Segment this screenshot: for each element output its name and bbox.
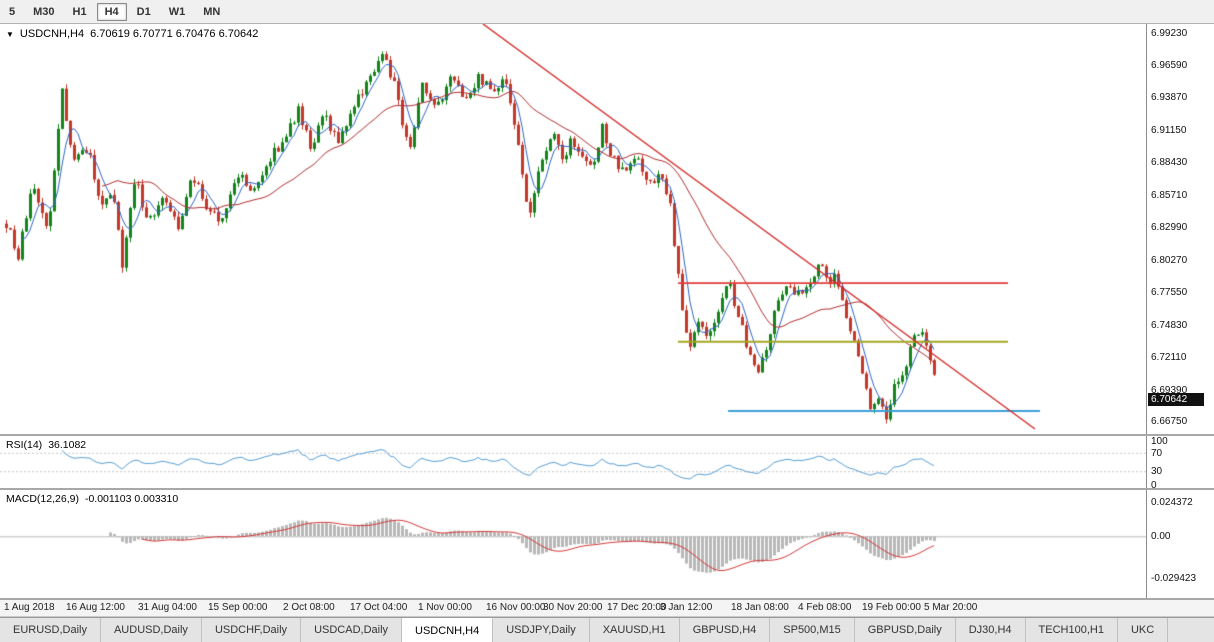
- price-tick-label: 6.93870: [1151, 92, 1188, 104]
- macd-tick-label: -0.029423: [1151, 572, 1197, 584]
- timeframe-button-mn[interactable]: MN: [203, 5, 221, 18]
- price-tick-label: 6.99230: [1151, 27, 1188, 39]
- time-axis-label: 2 Oct 08:00: [283, 602, 335, 613]
- macd-tick-label: 0.00: [1151, 531, 1171, 543]
- timeframe-bar: 5 M30 H1 H4 D1 W1 MN: [0, 0, 1214, 24]
- price-tick-label: 6.80270: [1151, 254, 1188, 266]
- symbol-tab-usdjpy-daily[interactable]: USDJPY,Daily: [493, 618, 590, 642]
- symbol-tab-ukc[interactable]: UKC: [1117, 618, 1169, 642]
- tab-label: TECH100,H1: [1038, 624, 1104, 636]
- tab-label: AUDUSD,Daily: [113, 624, 188, 636]
- symbol-tab-sp500-m15[interactable]: SP500,M15: [770, 618, 855, 642]
- rsi-label: RSI(14): [6, 439, 43, 451]
- chart-symbol-label: USDCNH,H4: [19, 28, 85, 40]
- symbol-tab-usdcnh-h4[interactable]: USDCNH,H4: [402, 618, 494, 642]
- chart-title: ▼ USDCNH,H4 6.70619 6.70771 6.70476 6.70…: [6, 28, 258, 40]
- time-axis-label: 31 Aug 04:00: [138, 602, 197, 613]
- price-tick-label: 6.77550: [1151, 287, 1188, 299]
- panel-splitter[interactable]: [0, 434, 1214, 436]
- tab-label: USDCAD,Daily: [314, 624, 389, 636]
- main-chart-panel: ▼ USDCNH,H4 6.70619 6.70771 6.70476 6.70…: [0, 24, 1214, 434]
- symbol-tab-eurusd-daily[interactable]: EURUSD,Daily: [0, 618, 101, 642]
- tab-label: GBPUSD,H4: [692, 624, 757, 636]
- time-axis-label: 4 Feb 08:00: [798, 602, 852, 613]
- price-tick-label: 6.85710: [1151, 189, 1188, 201]
- tab-label: EURUSD,Daily: [13, 624, 87, 636]
- ohlc-values: 6.70619 6.70771 6.70476 6.70642: [90, 28, 259, 40]
- time-axis-label: 30 Nov 20:00: [543, 602, 603, 613]
- macd-canvas[interactable]: [0, 490, 1146, 598]
- time-axis-label: 16 Aug 12:00: [66, 602, 125, 613]
- timeframe-button-h1[interactable]: H1: [72, 5, 87, 18]
- rsi-canvas[interactable]: [0, 436, 1146, 488]
- macd-label-row: MACD(12,26,9) -0.001103 0.003310: [6, 493, 178, 505]
- symbol-tab-audusd-daily[interactable]: AUDUSD,Daily: [100, 618, 202, 642]
- timeframe-button-h4[interactable]: H4: [96, 2, 127, 21]
- macd-label: MACD(12,26,9): [6, 493, 79, 505]
- tab-label: USDCNH,H4: [415, 624, 480, 637]
- symbol-tab-tech100-h1[interactable]: TECH100,H1: [1025, 618, 1118, 642]
- price-tick-label: 6.72110: [1151, 352, 1187, 364]
- symbol-tab-usdcad-daily[interactable]: USDCAD,Daily: [301, 618, 403, 642]
- symbol-tab-xauusd-h1[interactable]: XAUUSD,H1: [589, 618, 680, 642]
- tab-label: XAUUSD,H1: [602, 624, 666, 636]
- symbol-tab-usdchf-daily[interactable]: USDCHF,Daily: [201, 618, 302, 642]
- time-axis-label: 3 Jan 12:00: [660, 602, 713, 613]
- time-axis-label: 17 Dec 20:00: [607, 602, 667, 613]
- symbol-tab-dj30-h4[interactable]: DJ30,H4: [955, 618, 1026, 642]
- timeframe-button-w1[interactable]: W1: [168, 5, 186, 18]
- panel-splitter[interactable]: [0, 598, 1214, 600]
- price-tick-label: 6.88430: [1151, 157, 1188, 169]
- macd-tick-label: 0.024372: [1151, 497, 1193, 509]
- macd-axis[interactable]: 0.024372 0.00 -0.029423: [1146, 490, 1214, 598]
- price-tick-label: 6.91150: [1151, 124, 1187, 136]
- tab-label: SP500,M15: [783, 624, 841, 636]
- symbol-dropdown-icon[interactable]: ▼: [6, 29, 14, 39]
- tab-label: DJ30,H4: [968, 624, 1012, 636]
- time-axis-label: 17 Oct 04:00: [350, 602, 408, 613]
- current-price-badge: 6.70642: [1148, 392, 1204, 406]
- rsi-tick-label: 100: [1151, 436, 1168, 447]
- rsi-tick-label: 30: [1151, 466, 1163, 478]
- rsi-tick-label: 70: [1151, 447, 1163, 459]
- symbol-tab-bar: EURUSD,Daily AUDUSD,Daily USDCHF,Daily USDC…: [0, 617, 1214, 642]
- rsi-tick-label: 0: [1151, 480, 1157, 491]
- time-axis-label: 16 Nov 00:00: [486, 602, 546, 613]
- tab-label: USDCHF,Daily: [214, 624, 288, 636]
- timeframe-button-m30[interactable]: M30: [33, 5, 55, 18]
- price-tick-label: 6.82990: [1151, 222, 1188, 234]
- price-tick-label: 6.74830: [1151, 319, 1188, 331]
- symbol-tab-gbpusd-daily[interactable]: GBPUSD,Daily: [854, 618, 956, 642]
- main-chart-canvas[interactable]: [0, 24, 1146, 434]
- tab-label: USDJPY,Daily: [506, 624, 576, 636]
- rsi-panel: RSI(14) 36.1082 100 70 30 0: [0, 436, 1214, 491]
- rsi-value: 36.1082: [48, 439, 87, 451]
- tab-label: UKC: [1130, 624, 1155, 636]
- time-axis-label: 5 Mar 20:00: [924, 602, 978, 613]
- price-tick-label: 6.69390: [1151, 384, 1188, 396]
- time-axis-label: 18 Jan 08:00: [731, 602, 789, 613]
- macd-values: -0.001103 0.003310: [84, 493, 179, 505]
- price-axis[interactable]: 6.99230 6.96590 6.93870 6.91150 6.88430 6.857…: [1146, 24, 1214, 434]
- panel-splitter[interactable]: [0, 488, 1214, 490]
- time-axis-label: 15 Sep 00:00: [208, 602, 268, 613]
- timeframe-button-d1[interactable]: D1: [136, 5, 151, 18]
- symbol-tab-gbpusd-h4[interactable]: GBPUSD,H4: [679, 618, 771, 642]
- timeframe-button-5[interactable]: 5: [9, 5, 16, 18]
- tab-label: GBPUSD,Daily: [867, 624, 942, 636]
- price-tick-label: 6.96590: [1151, 59, 1188, 71]
- rsi-axis[interactable]: 100 70 30 0: [1146, 436, 1214, 491]
- time-axis-label: 1 Nov 00:00: [418, 602, 472, 613]
- time-axis[interactable]: 1 Aug 2018 16 Aug 12:00 31 Aug 04:00 15 Sep…: [0, 600, 1214, 617]
- rsi-label-row: RSI(14) 36.1082: [6, 439, 86, 451]
- time-axis-label: 1 Aug 2018: [4, 602, 55, 613]
- price-tick-label: 6.66750: [1151, 416, 1188, 428]
- time-axis-label: 19 Feb 00:00: [862, 602, 921, 613]
- macd-panel: MACD(12,26,9) -0.001103 0.003310 0.02437…: [0, 490, 1214, 598]
